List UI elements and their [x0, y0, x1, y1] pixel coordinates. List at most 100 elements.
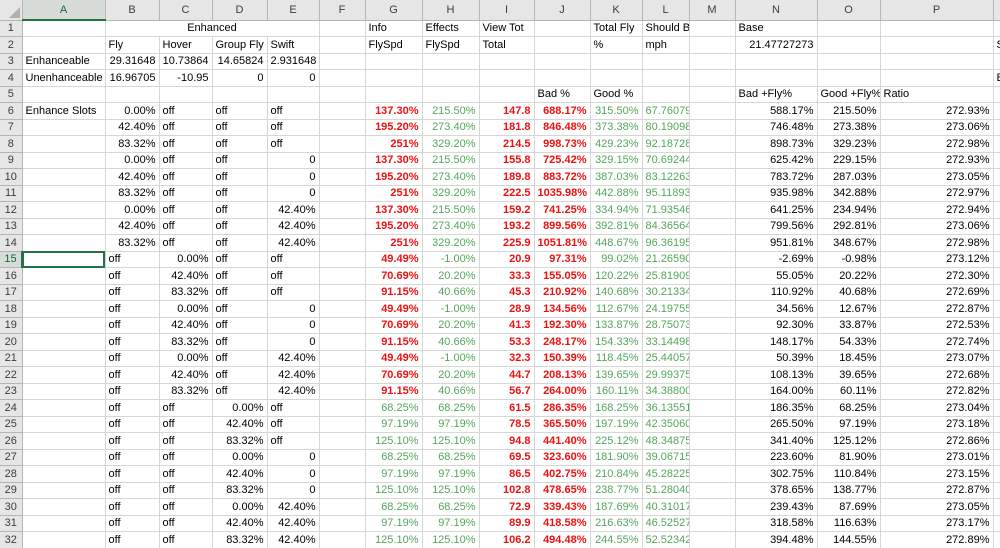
cell-H16[interactable]: 20.20% [422, 267, 480, 285]
cell-G4[interactable] [365, 69, 423, 87]
cell-Q19[interactable] [993, 317, 1000, 334]
row-header-2[interactable]: 2 [0, 36, 23, 54]
cell-K30[interactable]: 187.69% [590, 498, 643, 516]
cell-E17[interactable]: off [267, 284, 320, 301]
cell-N16[interactable]: 55.05% [735, 267, 818, 285]
cell-B8[interactable]: 83.32% [105, 135, 160, 153]
cell-O19[interactable]: 33.87% [817, 317, 881, 334]
cell-M32[interactable] [689, 531, 736, 548]
row-header-5[interactable]: 5 [0, 86, 23, 103]
cell-G19[interactable]: 70.69% [365, 317, 423, 334]
cell-O26[interactable]: 125.12% [817, 432, 881, 450]
row-header-19[interactable]: 19 [0, 317, 23, 334]
cell-I32[interactable]: 106.2 [479, 531, 535, 548]
cell-D13[interactable]: off [212, 218, 268, 235]
cell-D3[interactable]: 14.65824 [212, 53, 268, 70]
cell-P6[interactable]: 272.93% [880, 102, 994, 120]
cell-L28[interactable]: 45.282252 [642, 465, 690, 483]
cell-D16[interactable]: off [212, 267, 268, 285]
cell-N21[interactable]: 50.39% [735, 350, 818, 367]
cell-G17[interactable]: 91.15% [365, 284, 423, 301]
cell-Q10[interactable] [993, 168, 1000, 186]
cell-J19[interactable]: 192.30% [534, 317, 591, 334]
cell-G2[interactable]: FlySpd [365, 36, 423, 54]
cell-P7[interactable]: 273.06% [880, 119, 994, 136]
cell-K13[interactable]: 392.81% [590, 218, 643, 235]
cell-J24[interactable]: 286.35% [534, 399, 591, 417]
cell-E20[interactable]: 0 [267, 333, 320, 351]
cell-B21[interactable]: off [105, 350, 160, 367]
cell-L6[interactable]: 67.760795 [642, 102, 690, 120]
cell-H23[interactable]: 40.66% [422, 383, 480, 400]
cell-H20[interactable]: 40.66% [422, 333, 480, 351]
cell-B14[interactable]: 83.32% [105, 234, 160, 252]
row-header-15[interactable]: 15 [0, 251, 23, 268]
cell-L21[interactable]: 25.440575 [642, 350, 690, 367]
cell-A3[interactable]: Enhanceable [22, 53, 106, 70]
cell-K23[interactable]: 160.11% [590, 383, 643, 400]
cell-I17[interactable]: 45.3 [479, 284, 535, 301]
cell-O5[interactable]: Good +Fly% [817, 86, 881, 103]
col-header-E[interactable]: E [267, 0, 320, 21]
cell-Q7[interactable] [993, 119, 1000, 136]
cell-I8[interactable]: 214.5 [479, 135, 535, 153]
cell-O2[interactable] [817, 36, 881, 54]
cell-P25[interactable]: 273.18% [880, 416, 994, 433]
cell-D18[interactable]: off [212, 300, 268, 318]
cell-M24[interactable] [689, 399, 736, 417]
cell-F21[interactable] [319, 350, 366, 367]
cell-L30[interactable]: 40.310178 [642, 498, 690, 516]
cell-I28[interactable]: 86.5 [479, 465, 535, 483]
cell-J32[interactable]: 494.48% [534, 531, 591, 548]
cell-E13[interactable]: 42.40% [267, 218, 320, 235]
cell-B16[interactable]: off [105, 267, 160, 285]
cell-J16[interactable]: 155.05% [534, 267, 591, 285]
cell-D20[interactable]: off [212, 333, 268, 351]
cell-D5[interactable] [212, 86, 268, 103]
cell-G7[interactable]: 195.20% [365, 119, 423, 136]
cell-H4[interactable] [422, 69, 480, 87]
cell-C25[interactable]: off [159, 416, 213, 433]
col-header-K[interactable]: K [590, 0, 643, 21]
cell-B30[interactable]: off [105, 498, 160, 516]
cell-M29[interactable] [689, 482, 736, 499]
cell-G26[interactable]: 125.10% [365, 432, 423, 450]
cell-J31[interactable]: 418.58% [534, 515, 591, 532]
col-header-D[interactable]: D [212, 0, 268, 21]
cell-Q31[interactable] [993, 515, 1000, 532]
col-header-partial[interactable] [993, 0, 1000, 21]
cell-H25[interactable]: 97.19% [422, 416, 480, 433]
cell-G5[interactable] [365, 86, 423, 103]
cell-O15[interactable]: -0.98% [817, 251, 881, 268]
cell-L15[interactable]: 21.265909 [642, 251, 690, 268]
cell-J11[interactable]: 1035.98% [534, 185, 591, 202]
cell-H29[interactable]: 125.10% [422, 482, 480, 499]
cell-Q29[interactable] [993, 482, 1000, 499]
cell-M11[interactable] [689, 185, 736, 202]
cell-L20[interactable]: 33.144989 [642, 333, 690, 351]
cell-P8[interactable]: 272.98% [880, 135, 994, 153]
cell-F10[interactable] [319, 168, 366, 186]
cell-P14[interactable]: 272.98% [880, 234, 994, 252]
cell-F24[interactable] [319, 399, 366, 417]
cell-D28[interactable]: 42.40% [212, 465, 268, 483]
cell-K3[interactable] [590, 53, 643, 70]
cell-P30[interactable]: 273.05% [880, 498, 994, 516]
cell-O7[interactable]: 273.38% [817, 119, 881, 136]
cell-E31[interactable]: 42.40% [267, 515, 320, 532]
cell-D32[interactable]: 83.32% [212, 531, 268, 548]
col-header-P[interactable]: P [880, 0, 994, 21]
cell-O14[interactable]: 348.67% [817, 234, 881, 252]
cell-P18[interactable]: 272.87% [880, 300, 994, 318]
cell-P5[interactable]: Ratio [880, 86, 994, 103]
cell-N32[interactable]: 394.48% [735, 531, 818, 548]
cell-P17[interactable]: 272.69% [880, 284, 994, 301]
cell-L5[interactable] [642, 86, 690, 103]
row-header-12[interactable]: 12 [0, 201, 23, 219]
cell-P19[interactable]: 272.53% [880, 317, 994, 334]
cell-N7[interactable]: 746.48% [735, 119, 818, 136]
cell-D15[interactable]: off [212, 251, 268, 268]
row-header-28[interactable]: 28 [0, 465, 23, 483]
cell-A14[interactable] [22, 234, 106, 252]
cell-F22[interactable] [319, 366, 366, 384]
